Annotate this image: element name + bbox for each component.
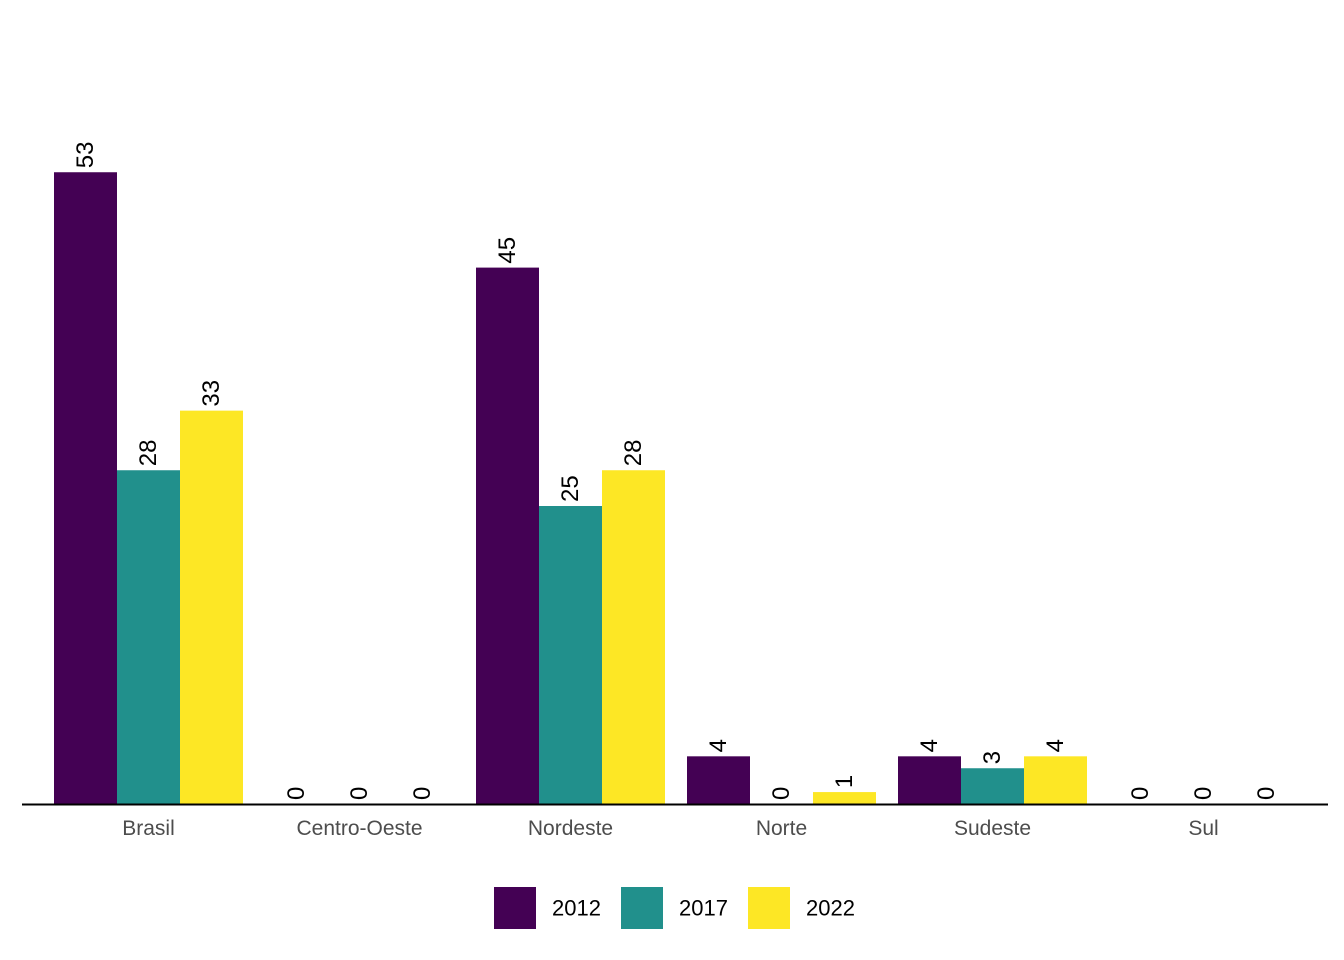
- value-label: 33: [198, 380, 225, 407]
- value-label: 0: [768, 787, 795, 800]
- bar-nordeste-2017: [539, 506, 602, 804]
- value-label: 0: [1190, 787, 1217, 800]
- bar-nordeste-2012: [476, 267, 539, 805]
- legend-key-2012: [494, 887, 536, 929]
- legend-label-2022: 2022: [806, 896, 855, 921]
- legend: 2012 2017 2022: [494, 887, 855, 929]
- category-label: Norte: [756, 817, 807, 840]
- category-label: Sudeste: [954, 817, 1031, 840]
- value-label: 3: [979, 751, 1006, 764]
- bar-sudeste-2012: [898, 756, 961, 804]
- bars-group: [54, 172, 1087, 805]
- value-label: 0: [409, 787, 436, 800]
- value-label: 53: [72, 142, 99, 169]
- value-label: 0: [1127, 787, 1154, 800]
- bar-brasil-2012: [54, 172, 117, 805]
- legend-label-2012: 2012: [552, 896, 601, 921]
- legend-label-2017: 2017: [679, 896, 728, 921]
- value-labels-group: 53 28 33 0 0 0 45 25 28 4 0 1 4 3 4 0 0 0: [72, 142, 1280, 800]
- value-label: 28: [135, 440, 162, 467]
- legend-key-2022: [748, 887, 790, 929]
- bar-brasil-2017: [117, 470, 180, 804]
- category-label: Sul: [1188, 817, 1218, 840]
- category-label: Brasil: [122, 817, 175, 840]
- value-label: 45: [494, 237, 521, 264]
- value-label: 28: [620, 440, 647, 467]
- value-label: 4: [916, 739, 943, 752]
- bar-norte-2022: [813, 792, 876, 804]
- bar-sudeste-2017: [961, 768, 1024, 804]
- value-label: 0: [346, 787, 373, 800]
- bar-sudeste-2022: [1024, 756, 1087, 804]
- category-label: Centro-Oeste: [296, 817, 422, 840]
- value-label: 0: [1253, 787, 1280, 800]
- category-label: Nordeste: [528, 817, 613, 840]
- bar-nordeste-2022: [602, 470, 665, 804]
- bar-norte-2012: [687, 756, 750, 804]
- bar-brasil-2022: [180, 410, 243, 804]
- value-label: 4: [705, 739, 732, 752]
- legend-key-2017: [621, 887, 663, 929]
- value-label: 1: [831, 775, 858, 788]
- value-label: 4: [1042, 739, 1069, 752]
- category-labels-group: Brasil Centro-Oeste Nordeste Norte Sudeste Su…: [122, 817, 1218, 840]
- value-label: 0: [283, 787, 310, 800]
- value-label: 25: [557, 475, 584, 502]
